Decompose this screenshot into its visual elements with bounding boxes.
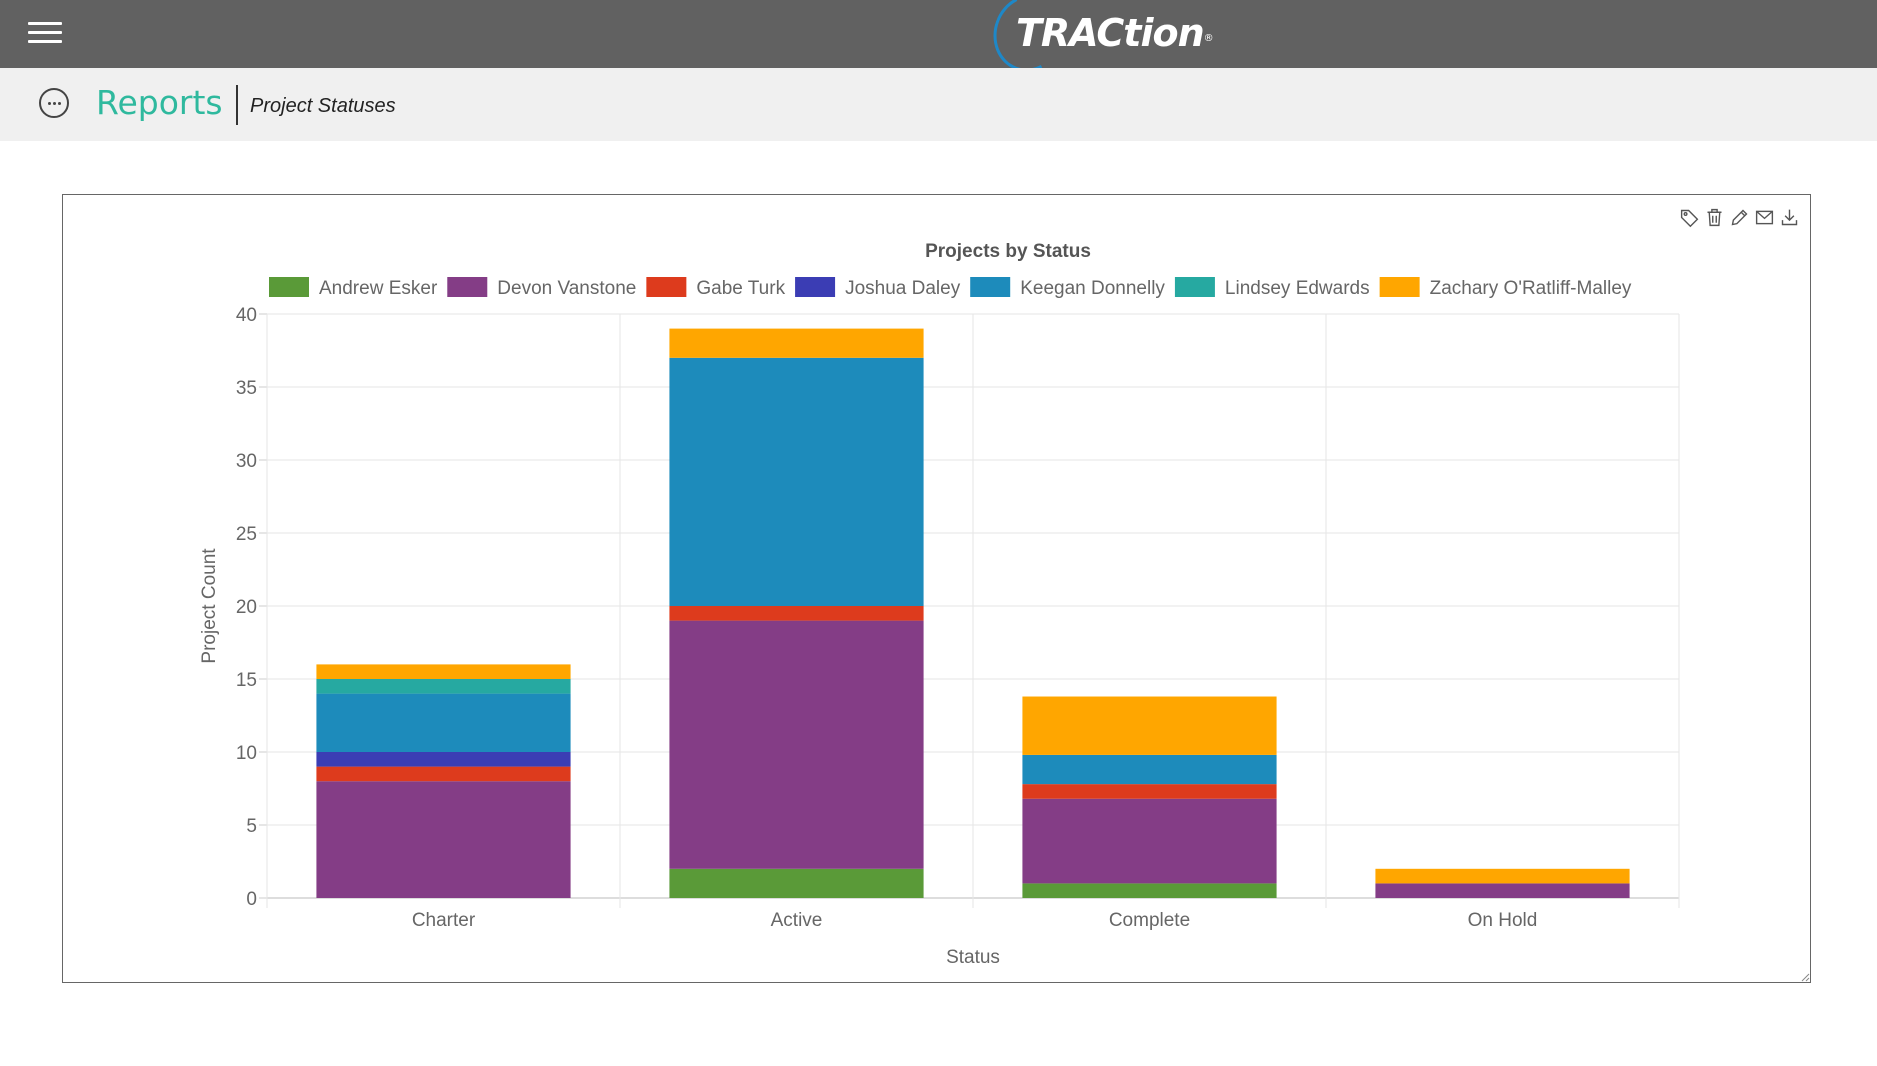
bar-complete-6 [1022, 696, 1277, 755]
legend-swatch-5 [1174, 277, 1215, 297]
breadcrumb-current: Project Statuses [250, 95, 396, 117]
y-tick-label-8: 40 [236, 305, 257, 326]
page-header [0, 68, 1877, 141]
bar-on-hold-6 [1375, 868, 1630, 884]
legend-label-0: Andrew Esker [319, 278, 438, 299]
chart-toolbar [1679, 207, 1800, 228]
bar-charter-6 [316, 664, 571, 679]
top-navigation-bar: TRACtion® [0, 0, 1877, 82]
resize-handle-icon[interactable] [1800, 972, 1810, 982]
logo-initial: T [1016, 11, 1042, 55]
bar-complete-0 [1022, 883, 1277, 898]
x-tick-label-3: On Hold [1468, 910, 1538, 931]
bar-active-2 [669, 606, 924, 621]
legend-swatch-0 [269, 277, 309, 297]
legend-swatch-6 [1379, 277, 1420, 297]
legend-swatch-4 [970, 277, 1011, 297]
y-tick-label-1: 5 [246, 816, 257, 837]
legend-swatch-2 [646, 277, 687, 297]
tag-icon[interactable] [1679, 207, 1700, 228]
y-tick-label-6: 30 [236, 451, 257, 472]
legend-label-1: Devon Vanstone [497, 278, 636, 299]
bar-charter-3 [316, 752, 571, 767]
bar-on-hold-1 [1375, 883, 1630, 898]
bar-active-1 [669, 620, 924, 869]
legend-swatch-3 [795, 277, 836, 297]
logo-wordmark: RACtion [1040, 11, 1205, 55]
hamburger-menu-icon[interactable] [28, 18, 64, 48]
registered-mark: ® [1203, 33, 1214, 44]
bar-active-4 [669, 357, 924, 606]
trash-icon[interactable] [1704, 207, 1725, 228]
x-axis-label: Status [946, 947, 1000, 968]
legend-swatch-1 [447, 277, 488, 297]
bar-complete-2 [1022, 784, 1277, 799]
y-tick-label-4: 20 [236, 597, 257, 618]
y-tick-label-2: 10 [236, 743, 257, 764]
download-icon[interactable] [1779, 207, 1800, 228]
y-tick-label-7: 35 [236, 378, 257, 399]
bar-charter-1 [316, 781, 571, 898]
legend-label-5: Lindsey Edwards [1225, 278, 1370, 299]
chart-title: Projects by Status [925, 241, 1091, 262]
bar-active-0 [669, 868, 924, 898]
page-title[interactable]: Reports [96, 83, 223, 122]
projects-by-status-chart: Projects by Status Andrew Esker Devon Vans… [199, 241, 1680, 968]
x-tick-label-2: Complete [1109, 910, 1190, 931]
bar-complete-1 [1022, 798, 1277, 884]
breadcrumb-divider [236, 85, 238, 125]
x-tick-label-0: Charter [412, 910, 476, 931]
bar-charter-4 [316, 693, 571, 752]
bar-complete-4 [1022, 754, 1277, 785]
email-icon[interactable] [1754, 207, 1775, 228]
y-axis-label: Project Count [199, 548, 220, 664]
y-tick-label-5: 25 [236, 524, 257, 545]
more-options-icon[interactable] [39, 88, 69, 118]
legend-label-2: Gabe Turk [696, 278, 785, 299]
legend-label-6: Zachary O'Ratliff-Malley [1430, 278, 1632, 299]
x-tick-label-1: Active [771, 910, 823, 931]
edit-icon[interactable] [1729, 207, 1750, 228]
y-tick-label-0: 0 [246, 889, 257, 910]
y-tick-label-3: 15 [236, 670, 257, 691]
bar-active-6 [669, 328, 924, 358]
logo-text: TRACtion® [1016, 9, 1214, 57]
chart-panel: Projects by Status Andrew Esker Devon Vans… [62, 194, 1811, 983]
traction-logo: TRACtion® [982, 0, 1214, 82]
bar-charter-2 [316, 766, 571, 782]
legend-label-4: Keegan Donnelly [1020, 278, 1165, 299]
legend-label-3: Joshua Daley [845, 278, 961, 299]
bar-charter-5 [316, 679, 571, 694]
